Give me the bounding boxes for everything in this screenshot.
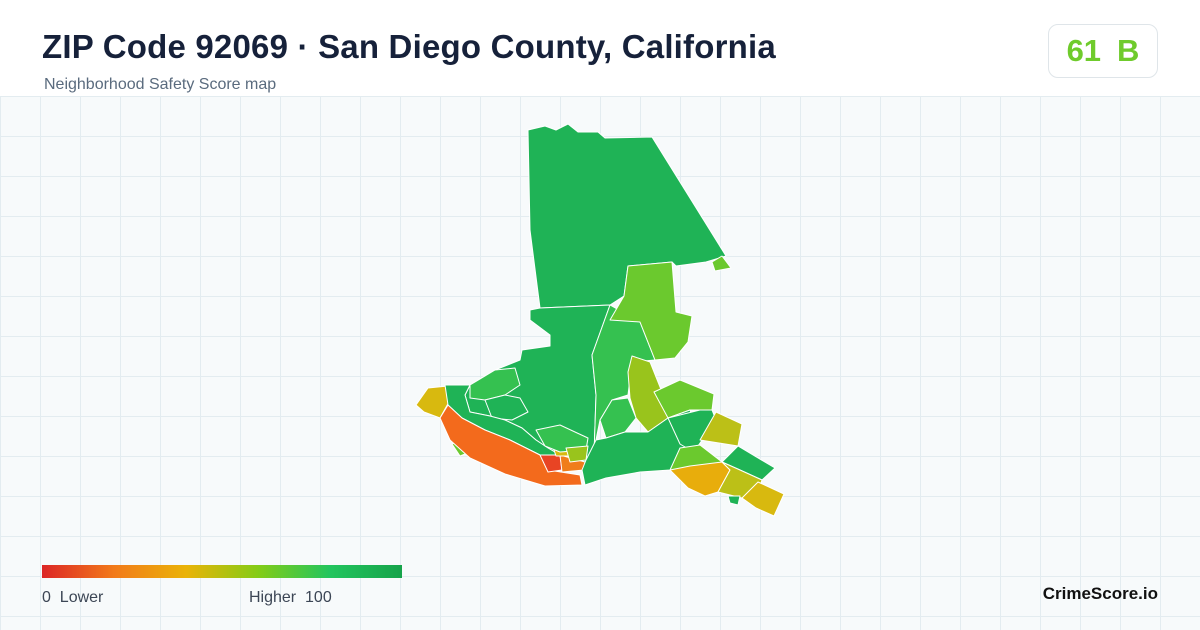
neighborhood-central-small-a[interactable] [535,424,589,453]
neighborhood-corridor-east[interactable] [609,261,693,361]
legend-low-label: 0 Lower [42,589,103,607]
neighborhood-se-tip[interactable] [741,481,785,517]
brand-logo-text[interactable]: CrimeScore.io [1042,584,1158,603]
neighborhood-west-inner-1[interactable] [469,367,521,401]
neighborhood-central-small-b[interactable] [565,445,589,463]
score-value: 61 [1066,33,1102,68]
page-subtitle: Neighborhood Safety Score map [44,76,277,93]
safety-score-badge: 61 B [1048,24,1158,78]
neighborhood-east-olive[interactable] [699,411,743,447]
neighborhood-se-spot[interactable] [727,495,741,506]
legend-low-value: 0 [42,589,51,606]
score-grade: B [1117,33,1140,68]
legend-high-label: Higher 100 [249,589,332,607]
legend-low-text: Lower [59,589,104,606]
neighborhood-ne-spot[interactable] [711,255,732,272]
page-title: ZIP Code 92069 · San Diego County, Calif… [42,28,776,65]
legend-high-text: Higher [249,589,297,606]
legend-high-value: 100 [305,589,332,606]
neighborhood-south-strip[interactable] [439,404,583,487]
header: ZIP Code 92069 · San Diego County, Calif… [0,0,1200,96]
legend-color-bar [42,565,402,578]
